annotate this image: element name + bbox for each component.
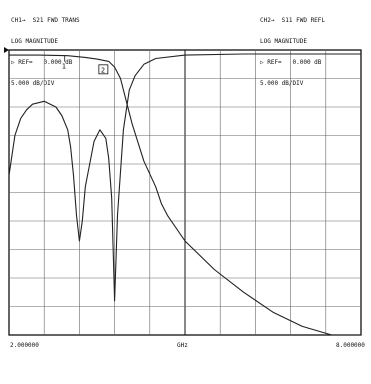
ch2-header-line: ▷ REF= 0.000 dB (260, 59, 322, 66)
ch1-header: CH1→ S21 FWD TRANS LOG MAGNITUDE ▷ REF= … (11, 3, 80, 94)
ch2-header-line: CH2→ S11 FWD REFL (260, 17, 326, 24)
ch1-header-line: 5.000 dB/DIV (11, 80, 55, 87)
ch1-header-line: CH1→ S21 FWD TRANS (11, 17, 80, 24)
series-line-s21 (9, 54, 361, 336)
ch2-header-line: 5.000 dB/DIV (260, 80, 304, 87)
marker-2-box (98, 64, 109, 75)
x-center-label: GHz (177, 342, 188, 349)
x-stop-label: 8.000000 (336, 342, 365, 349)
ch2-header-line: LOG MAGNITUDE (260, 38, 307, 45)
reference-arrow (4, 47, 9, 53)
x-start-label: 2.000000 (10, 342, 39, 349)
ch1-header-line: ▷ REF= 0.000 dB (11, 59, 73, 66)
ch2-header: CH2→ S11 FWD REFL LOG MAGNITUDE ▷ REF= 0… (260, 3, 325, 94)
marker-2-label: 2 (101, 66, 105, 74)
ch1-header-line: LOG MAGNITUDE (11, 38, 58, 45)
series-line-s11 (8, 53, 361, 302)
marker-1-label: 1 (62, 63, 66, 71)
